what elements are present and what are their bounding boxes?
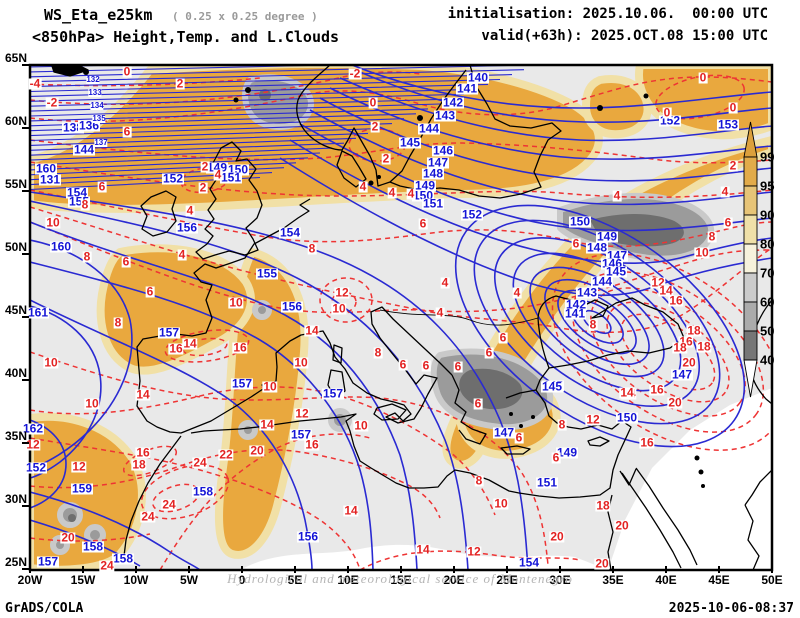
- grads-credit: GrADS/COLA: [5, 601, 84, 616]
- model-resolution: ( 0.25 x 0.25 degree ): [172, 10, 318, 23]
- watermark: Hydrological and meteorological service …: [227, 571, 573, 586]
- colorbar: [743, 121, 758, 398]
- island-glyphs: [83, 69, 705, 488]
- coastlines: [51, 65, 772, 570]
- model-title: WS_Eta_e25km: [44, 6, 153, 24]
- void-region-bottom-right: [608, 388, 772, 570]
- chart-subtitle: <850hPa> Height,Temp. and L.Clouds: [32, 28, 340, 46]
- initialisation-time: initialisation: 2025.10.06. 00:00 UTC: [447, 6, 768, 22]
- height-contours: [30, 65, 772, 570]
- creation-timestamp: 2025-10-06-08:37: [668, 601, 794, 616]
- void-region-bottom-strip: [240, 544, 608, 570]
- valid-time: valid(+63h): 2025.OCT.08 15:00 UTC: [481, 28, 768, 44]
